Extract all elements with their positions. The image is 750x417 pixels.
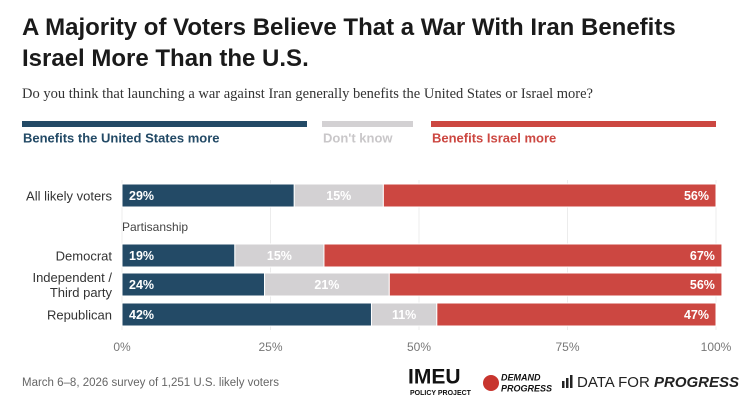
- logo-text: DEMAND: [501, 372, 541, 382]
- legend-label: Don't know: [323, 130, 393, 145]
- data-label: 19%: [129, 249, 154, 263]
- data-label: 15%: [326, 189, 351, 203]
- y-tick-label: Republican: [46, 307, 112, 322]
- y-tick-label: All likely voters: [26, 188, 112, 203]
- x-tick-label: 100%: [701, 340, 732, 354]
- annotation: Partisanship: [122, 220, 188, 234]
- bar-segment: [382, 183, 717, 208]
- source-note: March 6–8, 2026 survey of 1,251 U.S. lik…: [22, 377, 279, 389]
- x-tick-label: 75%: [555, 340, 579, 354]
- legend-swatch: [431, 121, 716, 127]
- data-label: 11%: [392, 308, 416, 322]
- data-label: 47%: [684, 308, 709, 322]
- bar-segment: [388, 272, 723, 297]
- chart-subtitle: Do you think that launching a war agains…: [22, 86, 593, 102]
- data-label: 24%: [129, 278, 154, 292]
- y-tick-label: Democrat: [55, 248, 112, 263]
- bar-segment: [323, 243, 723, 268]
- data-label: 29%: [129, 189, 154, 203]
- y-tick-label: Independent / Third party: [32, 269, 112, 300]
- x-tick-label: 50%: [407, 340, 431, 354]
- legend-label: Benefits the United States more: [23, 130, 220, 145]
- data-label: 42%: [129, 308, 154, 322]
- data-label: 21%: [314, 278, 339, 292]
- data-label: 56%: [690, 278, 715, 292]
- legend-label: Benefits Israel more: [432, 130, 556, 145]
- logo-text: PROGRESS: [654, 374, 739, 391]
- bar-segment: [436, 302, 717, 327]
- chart-title: A Majority of Voters Believe That a War …: [22, 14, 676, 72]
- logo-icon: [566, 378, 569, 388]
- x-tick-label: 0%: [113, 340, 131, 354]
- logo-icon: [570, 375, 573, 388]
- data-label: 15%: [267, 249, 292, 263]
- logo-icon: [483, 375, 499, 391]
- logo-text: DATA FOR: [577, 374, 650, 391]
- data-label: 67%: [690, 249, 715, 263]
- logo-text: IMEU: [408, 366, 461, 389]
- legend-swatch: [322, 121, 413, 127]
- legend-swatch: [22, 121, 307, 127]
- x-tick-label: 25%: [258, 340, 282, 354]
- data-label: 56%: [684, 189, 709, 203]
- bar-segment: [121, 302, 372, 327]
- logo-icon: [562, 381, 565, 388]
- logo-text: PROGRESS: [501, 383, 552, 393]
- logo-text: POLICY PROJECT: [410, 390, 472, 397]
